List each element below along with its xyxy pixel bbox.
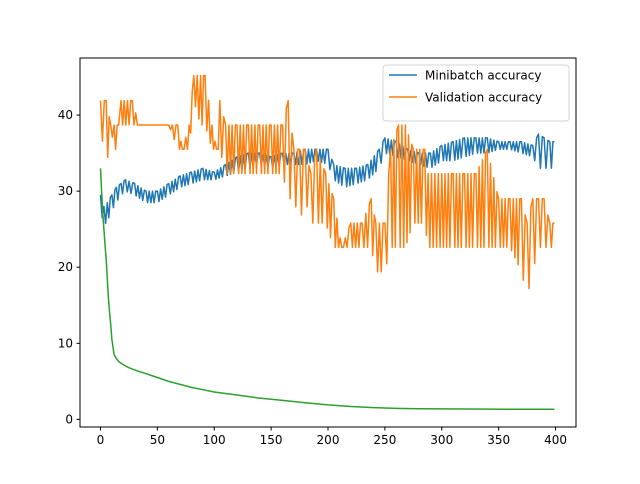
series-layer xyxy=(99,74,555,411)
legend-label: Validation accuracy xyxy=(425,91,542,105)
series-line-minibatch-accuracy xyxy=(99,133,555,225)
x-tick-label: 300 xyxy=(430,433,453,447)
x-tick-label: 0 xyxy=(97,433,105,447)
series-line-series-3 xyxy=(99,168,555,411)
x-tick-label: 250 xyxy=(373,433,396,447)
axes-layer: 0 50 100 150 200 250 300 350 400 0 10 20 30 40 xyxy=(58,57,577,447)
legend: Minibatch accuracy Validation accuracy xyxy=(382,64,570,122)
x-tick-label: 50 xyxy=(150,433,165,447)
series-line-validation-accuracy xyxy=(99,74,555,290)
y-tick-label: 30 xyxy=(58,184,73,198)
legend-label: Minibatch accuracy xyxy=(425,69,541,83)
y-tick-label: 0 xyxy=(65,412,73,426)
x-tick-label: 200 xyxy=(317,433,340,447)
y-tick-label: 10 xyxy=(58,336,73,350)
x-tick-label: 350 xyxy=(487,433,510,447)
legend-frame xyxy=(382,64,570,122)
x-tick-label: 150 xyxy=(260,433,283,447)
x-tick-label: 100 xyxy=(203,433,226,447)
x-tick-label: 400 xyxy=(544,433,567,447)
y-tick-label: 40 xyxy=(58,108,73,122)
y-tick-label: 20 xyxy=(58,260,73,274)
